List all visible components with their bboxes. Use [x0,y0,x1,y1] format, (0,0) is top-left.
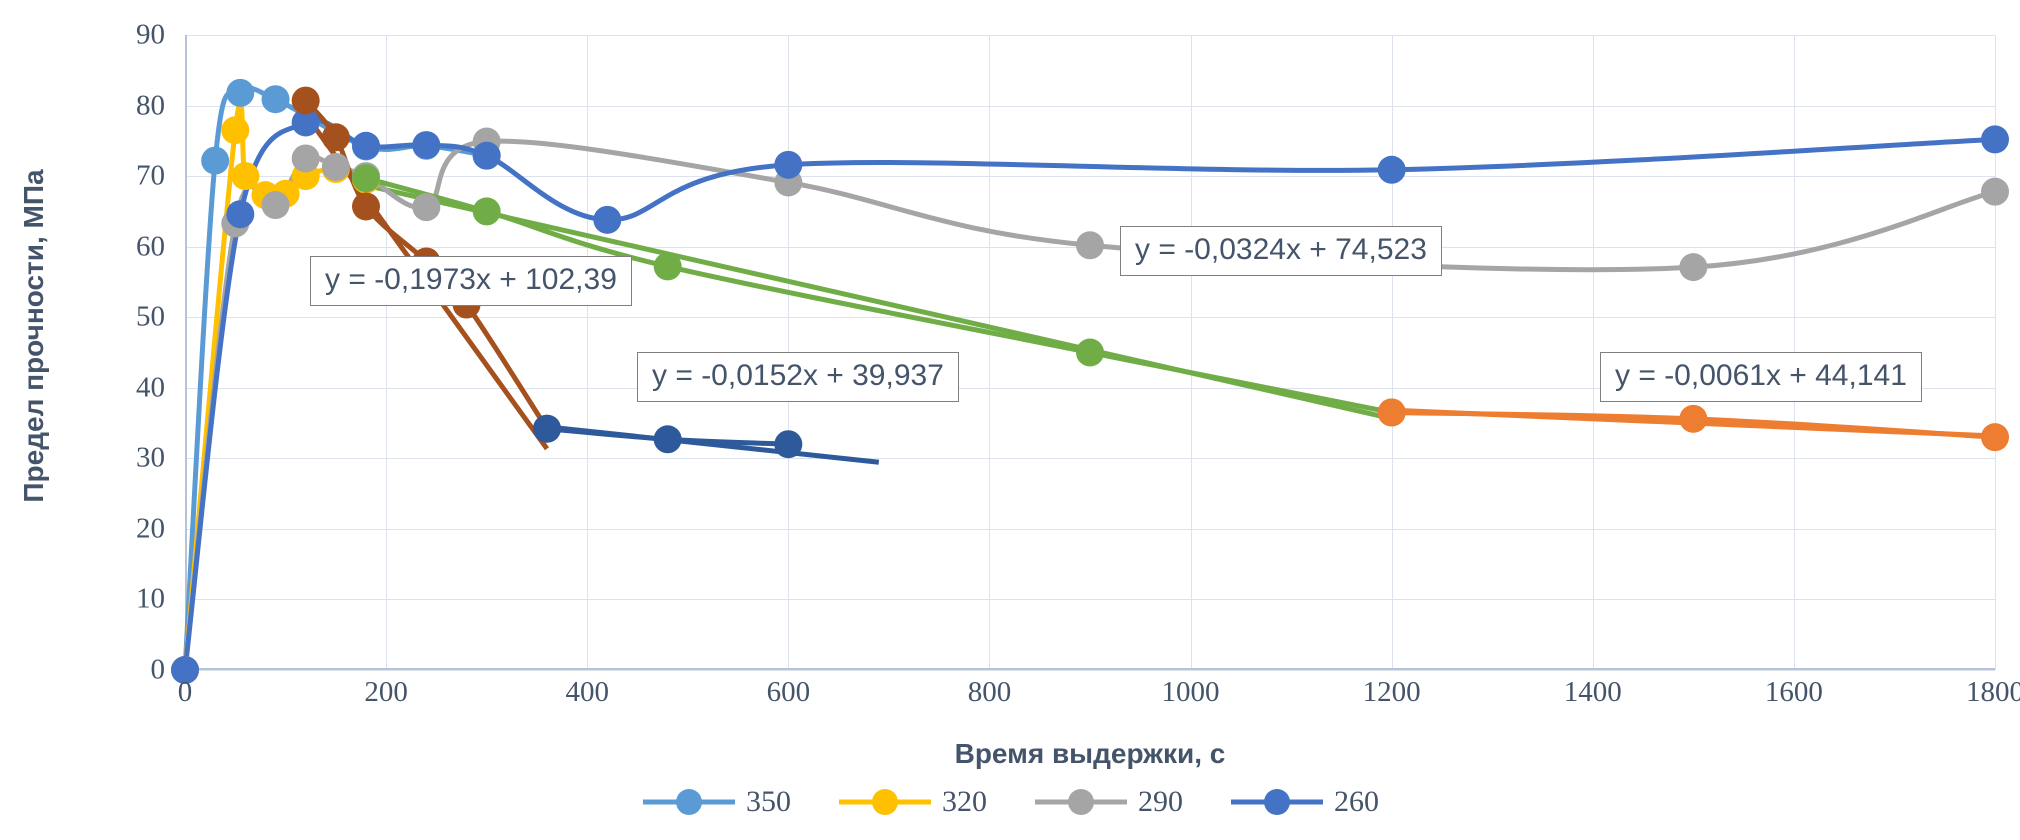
data-point-260[interactable] [352,131,380,160]
data-series-layer [171,78,2009,684]
eq-green-label: y = -0,0324x + 74,523 [1120,226,1442,276]
gridline-horizontal [185,528,1995,530]
y-axis-title: Предел прочности, МПа [18,169,49,503]
legend-item-350[interactable]: 350 [641,785,791,819]
x-axis-ticks: 0 200 400 600 800 1000 1200 1400 1600 1800 [178,676,2020,726]
data-point-green-series[interactable] [653,252,682,281]
gridline-vertical [386,35,388,670]
data-point-290[interactable] [1679,253,1708,282]
data-point-260[interactable] [171,656,199,684]
data-point-350[interactable] [261,85,290,114]
data-point-navy-series[interactable] [653,425,682,454]
legend-item-320[interactable]: 320 [837,785,987,819]
data-point-260[interactable] [412,131,441,160]
data-point-green-series[interactable] [352,164,380,193]
legend-item-290[interactable]: 290 [1033,785,1183,819]
gridline-horizontal [185,599,1995,601]
data-point-260[interactable] [472,141,501,170]
data-point-green-series[interactable] [1076,338,1104,367]
data-point-350[interactable] [201,146,230,175]
data-point-290[interactable] [1981,177,2009,206]
y-tick-label: 80 [136,89,165,122]
x-axis-title: Время выдержки, с [954,738,1226,769]
y-tick-label: 70 [136,159,165,192]
data-point-orange-series[interactable] [1679,404,1708,433]
x-tick-label: 1200 [1362,676,1421,708]
data-point-260[interactable] [1981,125,2009,154]
y-tick-label: 0 [150,653,166,686]
x-tick-label: 1800 [1966,676,2020,708]
legend-label-260: 260 [1334,785,1379,818]
data-point-orange-series[interactable] [1377,398,1406,427]
data-point-green-series[interactable] [472,197,501,226]
legend-swatch-260 [1231,789,1323,815]
gridline-horizontal [185,670,1995,671]
y-axis-ticks: 0 10 20 30 40 50 60 70 80 90 [95,19,165,686]
y-tick-label: 50 [136,300,165,333]
legend-label-320: 320 [942,785,987,818]
data-point-290[interactable] [291,144,320,173]
legend-item-260[interactable]: 260 [1229,785,1379,819]
data-point-290[interactable] [321,152,350,181]
eq-navy-label: y = -0,0152x + 39,937 [637,352,959,402]
y-tick-label: 40 [136,371,165,404]
gridline-vertical [1391,35,1393,670]
x-tick-label: 600 [766,676,811,708]
gridline-horizontal [185,35,1995,36]
x-tick-label: 0 [177,676,193,708]
gridline-vertical [1190,35,1192,670]
legend-swatch-320 [839,789,931,815]
data-point-260[interactable] [593,205,622,234]
legend-swatch-290 [1035,789,1127,815]
data-point-350[interactable] [226,78,255,107]
data-point-brown-series[interactable] [291,86,320,115]
legend-swatch-350 [643,789,735,815]
data-point-320[interactable] [221,116,250,145]
y-axis-line [185,35,187,670]
y-tick-label: 60 [136,230,165,263]
data-point-290[interactable] [1076,231,1104,260]
eq-orange-label: y = -0,0061x + 44,141 [1600,352,1922,402]
x-tick-label: 200 [364,676,408,708]
data-point-260[interactable] [226,200,255,229]
series-line-290 [182,138,1998,673]
data-point-brown-series[interactable] [352,192,380,221]
gridline-horizontal [185,105,1995,107]
gridline-horizontal [185,458,1995,460]
y-tick-label: 20 [136,512,165,545]
y-tick-label: 30 [136,441,165,474]
data-point-orange-series[interactable] [1981,423,2009,452]
y-tick-label: 10 [136,582,165,615]
data-point-260[interactable] [1377,155,1406,184]
data-point-260[interactable] [774,150,803,179]
data-point-navy-series[interactable] [774,430,803,459]
legend-label-290: 290 [1138,785,1183,818]
x-tick-label: 1000 [1161,676,1220,708]
data-point-290[interactable] [412,193,441,222]
x-axis-line [185,668,1995,670]
x-tick-label: 1400 [1563,676,1622,708]
gridline-vertical [989,35,991,670]
x-tick-label: 400 [565,676,609,708]
gridline-vertical [587,35,589,670]
gridline-vertical [1592,35,1594,670]
data-point-brown-series[interactable] [321,123,350,152]
gridline-horizontal [185,317,1995,319]
gridline-vertical [1995,35,1996,670]
gridline-horizontal [185,176,1995,178]
data-point-260[interactable] [291,108,320,137]
data-point-290[interactable] [261,191,290,220]
chart-legend: 350 320 290 260 [0,785,2020,819]
data-point-navy-series[interactable] [533,414,561,443]
gridline-horizontal [185,387,1995,389]
x-tick-label: 1600 [1764,676,1823,708]
data-point-320[interactable] [231,162,260,191]
x-tick-label: 800 [967,676,1012,708]
eq-brown-label: y = -0,1973x + 102,39 [310,256,632,306]
y-tick-label: 90 [136,18,165,51]
legend-label-350: 350 [746,785,791,818]
